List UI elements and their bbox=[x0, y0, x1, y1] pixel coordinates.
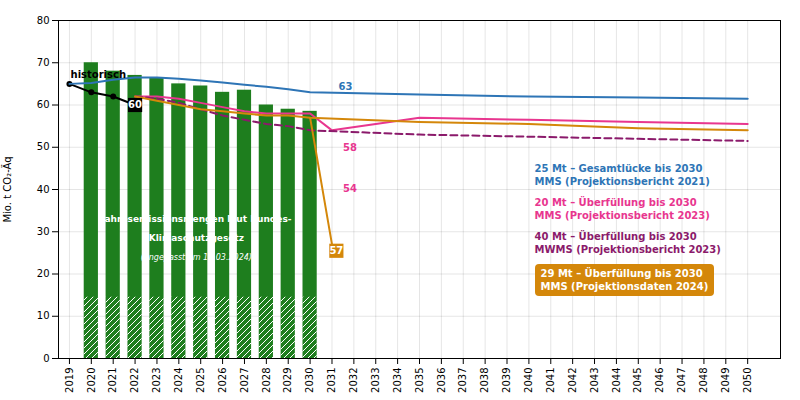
svg-text:2024: 2024 bbox=[173, 368, 184, 393]
html-text:25 Mt – Gesamtlücke bis 2030: 25 Mt – Gesamtlücke bis 2030 bbox=[534, 163, 703, 174]
svg-text:2029: 2029 bbox=[282, 368, 293, 393]
html-text:MMS (Projektionsbericht 2021): MMS (Projektionsbericht 2021) bbox=[534, 176, 710, 187]
svg-text:2023: 2023 bbox=[151, 368, 162, 393]
svg-text:50: 50 bbox=[37, 141, 50, 152]
svg-text:2033: 2033 bbox=[370, 368, 381, 393]
svg-text:2030: 2030 bbox=[304, 368, 315, 393]
svg-text:2028: 2028 bbox=[261, 368, 272, 393]
svg-text:30: 30 bbox=[37, 226, 50, 237]
svg-text:2040: 2040 bbox=[523, 368, 534, 393]
svg-text:Mio. t CO₂-Äq: Mio. t CO₂-Äq bbox=[1, 156, 13, 222]
svg-text:2020: 2020 bbox=[86, 368, 97, 393]
svg-text:2050: 2050 bbox=[742, 368, 753, 393]
svg-text:2042: 2042 bbox=[567, 368, 578, 393]
svg-text:20: 20 bbox=[37, 268, 50, 279]
svg-text:63: 63 bbox=[339, 81, 353, 92]
svg-text:2037: 2037 bbox=[457, 368, 468, 393]
svg-text:2039: 2039 bbox=[501, 368, 512, 393]
svg-text:2048: 2048 bbox=[698, 368, 709, 393]
svg-text:0: 0 bbox=[43, 353, 49, 364]
svg-text:Jahresemissionsmengen laut Bun: Jahresemissionsmengen laut Bundes- bbox=[100, 214, 292, 224]
svg-text:2021: 2021 bbox=[107, 368, 118, 393]
svg-text:2035: 2035 bbox=[414, 368, 425, 393]
svg-text:40: 40 bbox=[37, 184, 50, 195]
svg-text:Klimaschutzgesetz: Klimaschutzgesetz bbox=[149, 233, 244, 243]
svg-text:2031: 2031 bbox=[326, 368, 337, 393]
svg-text:58: 58 bbox=[343, 142, 357, 153]
svg-text:80: 80 bbox=[37, 15, 50, 26]
svg-text:2044: 2044 bbox=[611, 368, 622, 393]
html-text:MMS (Projektionsdaten 2024): MMS (Projektionsdaten 2024) bbox=[540, 281, 709, 292]
svg-text:2032: 2032 bbox=[348, 368, 359, 393]
svg-text:2019: 2019 bbox=[64, 368, 75, 393]
svg-text:2036: 2036 bbox=[436, 368, 447, 393]
svg-text:2038: 2038 bbox=[479, 368, 490, 393]
svg-text:60: 60 bbox=[128, 99, 142, 110]
svg-text:historisch: historisch bbox=[71, 69, 127, 80]
svg-text:2047: 2047 bbox=[676, 368, 687, 393]
svg-text:54: 54 bbox=[343, 183, 357, 194]
svg-text:2046: 2046 bbox=[654, 368, 665, 393]
svg-text:57: 57 bbox=[329, 245, 343, 256]
html-text:MMS (Projektionsbericht 2023): MMS (Projektionsbericht 2023) bbox=[534, 210, 710, 221]
svg-text:2025: 2025 bbox=[195, 368, 206, 393]
html-text:MWMS (Projektionsbericht 2023): MWMS (Projektionsbericht 2023) bbox=[534, 244, 721, 255]
svg-text:2027: 2027 bbox=[239, 368, 250, 393]
svg-text:70: 70 bbox=[37, 57, 50, 68]
svg-text:2049: 2049 bbox=[720, 368, 731, 393]
svg-text:2026: 2026 bbox=[217, 368, 228, 393]
svg-text:2043: 2043 bbox=[589, 368, 600, 393]
html-text:20 Mt – Überfüllung bis 2030: 20 Mt – Überfüllung bis 2030 bbox=[534, 197, 697, 208]
svg-text:2041: 2041 bbox=[545, 368, 556, 393]
html-text:40 Mt – Überfüllung bis 2030: 40 Mt – Überfüllung bis 2030 bbox=[534, 231, 697, 242]
svg-text:60: 60 bbox=[37, 99, 50, 110]
svg-text:2045: 2045 bbox=[632, 368, 643, 393]
svg-text:2034: 2034 bbox=[392, 368, 403, 393]
html-text:29 Mt – Überfüllung bis 2030: 29 Mt – Überfüllung bis 2030 bbox=[540, 268, 703, 279]
svg-text:10: 10 bbox=[37, 310, 50, 321]
svg-text:(angepasst am 15.03.2024): (angepasst am 15.03.2024) bbox=[141, 253, 252, 262]
svg-text:2022: 2022 bbox=[129, 368, 140, 393]
